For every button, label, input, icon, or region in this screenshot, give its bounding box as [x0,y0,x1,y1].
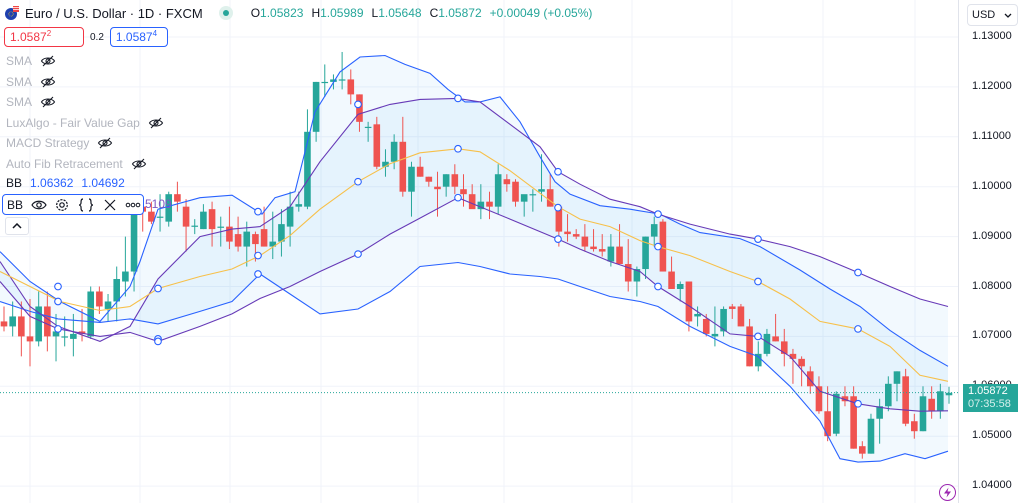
price-axis-label: 1.08000 [972,279,1012,292]
currency-label: USD [972,9,996,21]
buy-price: 1.0587 [115,30,153,44]
settings-gear-icon[interactable] [53,196,73,214]
chevron-up-icon [12,223,22,229]
price-axis-label: 1.12000 [972,79,1012,92]
eye-crossed-hidden-icon[interactable] [97,135,113,151]
open-label: O [250,6,261,20]
low-label: L [371,6,379,20]
indicator-name: MACD Strategy [6,136,90,151]
price-axis-label: 1.04000 [972,479,1012,492]
bb-basis-value-partial: 5109 [145,197,172,211]
price-axis-label: 1.05000 [972,429,1012,442]
indicator-legend-item[interactable]: SMA [6,52,56,70]
bb-selection-handles[interactable] [54,94,862,408]
bb-upper-band [0,54,949,367]
eye-crossed-hidden-icon[interactable] [40,53,56,69]
price-axis-label: 1.09000 [972,229,1012,242]
bb-inner-fill [0,98,948,412]
symbol-title[interactable]: Euro / U.S. Dollar · 1D · FXCM [25,5,203,21]
sell-price-pip: 2 [46,28,52,38]
eye-crossed-hidden-icon[interactable] [40,74,56,90]
open-value: 1.05823 [260,6,304,20]
remove-close-icon[interactable] [100,196,120,214]
chevron-down-icon [1004,13,1012,18]
trade-buttons: 1.0587 2 0.2 1.0587 4 [4,27,168,47]
indicator-legend-item[interactable]: LuxAlgo - Fair Value Gap [6,114,164,132]
collapse-legend-button[interactable] [5,217,29,235]
bb-basis-line [0,148,949,382]
indicator-legend-item[interactable]: SMA [6,93,56,111]
buy-button[interactable]: 1.0587 4 [109,27,168,47]
eye-crossed-hidden-icon[interactable] [148,115,164,131]
bb-toolbar-label[interactable]: BB [7,197,24,212]
eye-icon[interactable] [29,196,49,214]
bb-lower-value: 1.04692 [81,176,125,190]
eye-crossed-hidden-icon[interactable] [131,156,147,172]
indicator-name: SMA [6,95,33,110]
price-axis-label: 1.10000 [972,179,1012,192]
buy-price-pip: 4 [152,28,158,38]
candlesticks [0,51,953,459]
last-price-value: 1.05872 [968,385,1008,397]
bb-name: BB [6,176,23,190]
close-value: 1.05872 [438,6,482,20]
bar-countdown: 07:35:58 [968,398,1011,410]
indicator-name: SMA [6,54,33,68]
last-price-tag: 1.05872 07:35:58 [963,384,1018,412]
indicator-name: Auto Fib Retracement [6,157,123,171]
bb-inner-upper-band [0,97,949,342]
sell-price: 1.0587 [10,30,47,44]
indicator-legend-item[interactable]: Auto Fib Retracement [6,155,147,173]
bb-legend-values[interactable]: BB 1.06362 1.04692 [6,176,125,190]
price-axis-label: 1.07000 [972,329,1012,342]
spread-value: 0.2 [90,31,104,43]
sell-button[interactable]: 1.0587 2 [4,27,84,47]
indicator-name: LuxAlgo - Fair Value Gap [6,115,140,130]
market-open-status-icon [218,6,233,20]
price-axis-label: 1.13000 [972,30,1012,42]
indicator-name: SMA [6,74,33,89]
more-options-icon[interactable] [123,196,143,214]
currency-select[interactable]: USD [967,4,1018,26]
price-change: +0.00049 (+0.05%) [489,6,593,20]
eye-crossed-hidden-icon[interactable] [40,94,56,110]
high-label: H [311,6,321,20]
symbol-header: Euro / U.S. Dollar · 1D · FXCM O1.05823 … [4,3,592,23]
bb-lower-band [0,261,949,463]
bb-outer-fill [0,55,948,463]
lightning-bolt-icon[interactable] [939,484,956,501]
bb-upper-value: 1.06362 [30,176,74,190]
source-code-braces-icon[interactable] [76,196,96,214]
indicator-legend-item[interactable]: SMA [6,73,56,91]
high-value: 1.05989 [320,6,364,20]
bb-inner-lower-band [0,197,949,412]
indicator-legend-item[interactable]: MACD Strategy [6,134,113,152]
price-axis-label: 1.11000 [972,129,1011,142]
ohlc-values: O1.05823 H1.05989 L1.05648 C1.05872 +0.0… [251,6,593,20]
eur-usd-flag-icon [4,5,20,21]
bb-indicator-toolbar: BB [2,194,144,215]
close-label: C [429,6,439,20]
low-value: 1.05648 [378,6,422,20]
